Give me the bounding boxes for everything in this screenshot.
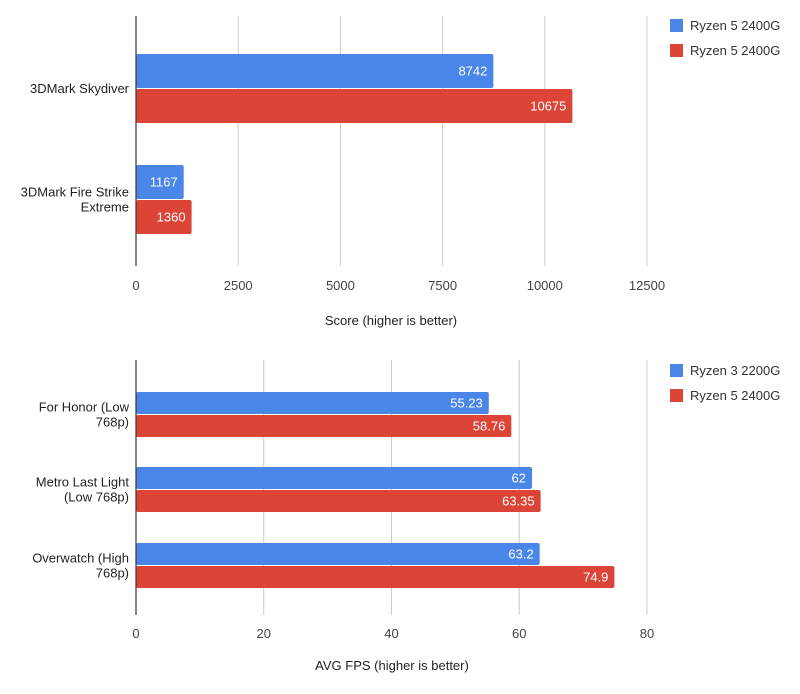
legend-swatch — [670, 19, 683, 32]
bar-data-label: 74.9 — [583, 570, 608, 585]
category-label: 3DMark Skydiver — [30, 81, 130, 96]
legend-label: Ryzen 5 2400G — [690, 18, 780, 33]
x-tick-label: 20 — [257, 626, 271, 641]
x-tick-label: 40 — [384, 626, 398, 641]
fps-chart: 55.23 58.76 62 63.35 63.2 74.9 For Honor (Low 7… — [32, 360, 780, 673]
legend-swatch — [670, 389, 683, 402]
bar-series1 — [136, 392, 489, 414]
legend-swatch — [670, 364, 683, 377]
bars: 8742 10675 1167 1360 — [136, 54, 573, 234]
x-tick-label: 7500 — [428, 278, 457, 293]
legend: Ryzen 3 2200G Ryzen 5 2400G — [670, 363, 780, 403]
bar-series2 — [136, 566, 615, 588]
bar-data-label: 1167 — [150, 175, 178, 190]
bar-series2 — [136, 89, 573, 123]
bar-data-label: 8742 — [458, 64, 487, 79]
legend-swatch — [670, 44, 683, 57]
bars: 55.23 58.76 62 63.35 63.2 74.9 — [136, 392, 615, 588]
category-label: For Honor (Low 768p) — [39, 400, 130, 430]
legend-label: Ryzen 5 2400G — [690, 43, 780, 58]
bar-data-label: 62 — [512, 471, 526, 486]
legend: Ryzen 5 2400G Ryzen 5 2400G — [670, 18, 780, 58]
x-tick-label: 80 — [640, 626, 654, 641]
category-label: 3DMark Fire Strike Extreme — [21, 185, 129, 215]
bar-series1 — [136, 54, 494, 88]
x-tick-label: 2500 — [224, 278, 253, 293]
category-label: Overwatch (High 768p) — [32, 551, 129, 581]
x-tick-label: 10000 — [527, 278, 563, 293]
bar-series1 — [136, 543, 540, 565]
gridlines — [237, 16, 648, 266]
legend-label: Ryzen 5 2400G — [690, 388, 780, 403]
bar-data-label: 63.35 — [502, 494, 535, 509]
bar-data-label: 55.23 — [450, 396, 483, 411]
bar-series1 — [136, 467, 533, 489]
x-tick-label: 0 — [132, 278, 139, 293]
bar-series1 — [136, 165, 184, 199]
bar-data-label: 63.2 — [508, 547, 533, 562]
bar-data-label: 1360 — [157, 210, 186, 225]
bar-data-label: 58.76 — [473, 419, 506, 434]
bar-series2 — [136, 415, 512, 437]
bar-series2 — [136, 200, 192, 234]
x-axis-title: AVG FPS (higher is better) — [315, 658, 469, 673]
bar-data-label: 10675 — [530, 99, 566, 114]
x-tick-label: 0 — [132, 626, 139, 641]
x-tick-label: 12500 — [629, 278, 665, 293]
score-chart: 8742 10675 1167 1360 3DMark Skydiver 3DMark F… — [21, 16, 780, 328]
x-tick-label: 60 — [512, 626, 526, 641]
category-label: Metro Last Light (Low 768p) — [36, 475, 130, 505]
bar-series2 — [136, 490, 541, 512]
x-tick-label: 5000 — [326, 278, 355, 293]
x-axis-title: Score (higher is better) — [325, 313, 457, 328]
legend-label: Ryzen 3 2200G — [690, 363, 780, 378]
